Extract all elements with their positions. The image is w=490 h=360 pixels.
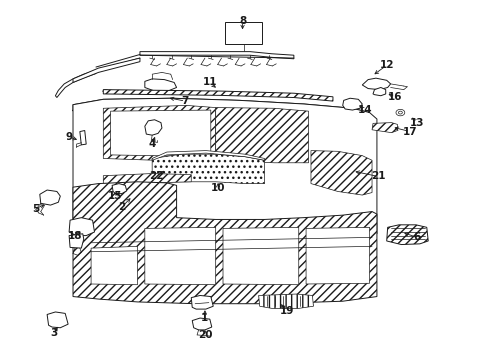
Polygon shape [69,218,95,235]
Text: 3: 3 [50,328,57,338]
Polygon shape [192,318,212,330]
Text: 18: 18 [68,231,82,240]
Text: 2: 2 [118,202,125,212]
Text: 7: 7 [182,96,189,106]
Polygon shape [80,131,86,145]
Text: 1: 1 [201,313,209,323]
Text: 13: 13 [410,118,424,128]
Text: 16: 16 [388,92,403,102]
Text: 17: 17 [403,127,417,136]
Text: 14: 14 [357,105,372,115]
Polygon shape [387,225,428,244]
Polygon shape [112,184,127,194]
Polygon shape [343,98,362,110]
Text: 15: 15 [108,191,123,201]
Polygon shape [191,296,213,309]
Polygon shape [55,70,96,98]
Polygon shape [40,190,60,205]
Polygon shape [145,79,176,91]
Text: 10: 10 [211,183,225,193]
Polygon shape [152,154,265,184]
Polygon shape [47,312,68,328]
Text: 5: 5 [32,204,40,214]
Polygon shape [103,174,191,184]
Polygon shape [91,246,138,285]
Polygon shape [152,150,265,160]
Polygon shape [306,227,369,284]
Polygon shape [259,294,314,309]
Text: 12: 12 [379,60,394,70]
Polygon shape [145,120,162,135]
Polygon shape [69,234,84,248]
Polygon shape [103,105,216,161]
Text: 19: 19 [279,306,294,316]
Polygon shape [311,150,372,195]
Text: 9: 9 [66,132,73,142]
Polygon shape [103,90,333,101]
Polygon shape [223,227,299,285]
Polygon shape [145,227,216,285]
Polygon shape [73,98,369,118]
Polygon shape [73,182,377,304]
Text: 22: 22 [149,171,163,181]
Text: 20: 20 [197,330,212,340]
Polygon shape [140,51,294,59]
Polygon shape [73,58,140,82]
Polygon shape [73,98,377,241]
Text: 8: 8 [239,17,246,27]
Text: 6: 6 [414,232,420,242]
Polygon shape [216,108,309,163]
Polygon shape [373,87,386,96]
Polygon shape [362,78,391,90]
Text: 21: 21 [370,171,385,181]
Polygon shape [111,110,211,157]
Text: 11: 11 [202,77,217,87]
Polygon shape [372,123,397,133]
Text: 4: 4 [148,139,156,149]
Bar [225,22,262,44]
